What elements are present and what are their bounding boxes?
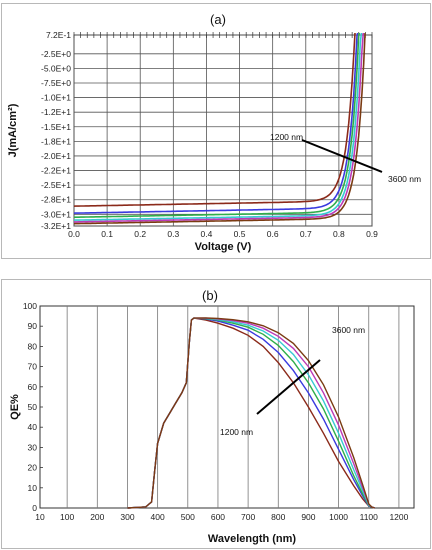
- series-group-a: [74, 33, 366, 225]
- jv-series-line: [74, 33, 366, 225]
- x-tick-label: 0.9: [366, 229, 378, 239]
- y-tick-label: -2.2E+1: [41, 166, 71, 176]
- x-tick-label: 1100: [360, 512, 379, 522]
- x-tick-label: 900: [301, 512, 315, 522]
- y-tick-label: -3.0E+1: [41, 209, 71, 219]
- y-tick-label: 40: [28, 422, 38, 432]
- y-tick-label: 100: [23, 301, 37, 311]
- y-tick-label: -2.5E+0: [41, 49, 71, 59]
- jv-series-line: [74, 33, 365, 223]
- y-tick-label: 20: [28, 463, 38, 473]
- x-tick-label: 0.8: [333, 229, 345, 239]
- x-tick-label: 700: [241, 512, 255, 522]
- jv-series-line: [74, 33, 361, 218]
- y-tick-label: -1.8E+1: [41, 136, 71, 146]
- panel-label-b: (b): [202, 288, 218, 303]
- x-tick-label: 0.7: [300, 229, 312, 239]
- y-tick-label: 50: [28, 402, 38, 412]
- x-tick-label: 0.2: [134, 229, 146, 239]
- y-tick-label: 10: [28, 483, 38, 493]
- y-tick-label: -1.0E+1: [41, 93, 71, 103]
- x-tick-label: 1000: [329, 512, 348, 522]
- plot-area: [39, 305, 415, 509]
- annotation-high-label: 3600 nm: [332, 325, 365, 335]
- y-tick-label: 7.2E-1: [46, 30, 71, 40]
- x-tick-label: 400: [151, 512, 165, 522]
- x-tick-label: 800: [271, 512, 285, 522]
- y-axis-title: QE%: [9, 394, 21, 420]
- panel-label-a: (a): [210, 12, 226, 27]
- y-tick-label: -2.5E+1: [41, 180, 71, 190]
- y-tick-label: 80: [28, 341, 38, 351]
- x-tick-label: 200: [90, 512, 104, 522]
- jv-chart-panel: 0.0 0.1 0.2 0.3 0.4 0.5 0.6 0.7 0.8 0.9 7.2E-1 -2.5…: [1, 3, 431, 259]
- x-tick-label: 0.1: [101, 229, 113, 239]
- x-tick-label: 1200: [389, 512, 408, 522]
- annotation-low-label: 1200 nm: [220, 427, 253, 437]
- annotation-arrow: [301, 139, 383, 173]
- qe-chart: 10 100 200 300 400 500 600 700 800 900 1000 1100 120…: [9, 288, 415, 545]
- y-tick-label: 0: [32, 503, 37, 513]
- y-axis-title: J(mA/cm²): [7, 103, 19, 157]
- x-tick-label: 300: [120, 512, 134, 522]
- x-tick-label: 500: [181, 512, 195, 522]
- x-tick-label: 100: [60, 512, 74, 522]
- x-tick-label: 0.0: [68, 229, 80, 239]
- y-tick-label: -7.5E+0: [41, 78, 71, 88]
- x-axis-title: Wavelength (nm): [208, 533, 297, 545]
- y-tick-label: 70: [28, 362, 38, 372]
- y-tick-label: -5.0E+0: [41, 63, 71, 73]
- annotation-low-label: 1200 nm: [270, 132, 303, 142]
- annotation-high-label: 3600 nm: [388, 174, 421, 184]
- annotation-arrow: [256, 359, 321, 415]
- x-axis-title: Voltage (V): [195, 241, 252, 253]
- qe-chart-panel: 10 100 200 300 400 500 600 700 800 900 1000 1100 120…: [1, 279, 431, 549]
- y-tick-label: -1.2E+1: [41, 107, 71, 117]
- x-tick-label: 0.3: [167, 229, 179, 239]
- jv-chart: 0.0 0.1 0.2 0.3 0.4 0.5 0.6 0.7 0.8 0.9 7.2E-1 -2.5…: [7, 12, 421, 253]
- x-tick-label: 0.5: [234, 229, 246, 239]
- y-tick-label: -1.5E+1: [41, 122, 71, 132]
- x-tick-label: 0.6: [267, 229, 279, 239]
- jv-series-line: [74, 33, 359, 214]
- qe-series-line: [127, 317, 376, 509]
- y-tick-label: -2.8E+1: [41, 195, 71, 205]
- jv-series-line: [74, 33, 356, 207]
- y-tick-label: -3.2E+1: [41, 221, 71, 231]
- jv-series-line: [74, 33, 363, 221]
- y-tick-label: 30: [28, 442, 38, 452]
- y-tick-label: -2.0E+1: [41, 151, 71, 161]
- y-tick-label: 90: [28, 321, 38, 331]
- y-tick-label: 60: [28, 382, 38, 392]
- x-tick-label: 600: [211, 512, 225, 522]
- x-tick-label: 10: [35, 512, 45, 522]
- x-tick-label: 0.4: [201, 229, 213, 239]
- plot-area: [73, 34, 373, 227]
